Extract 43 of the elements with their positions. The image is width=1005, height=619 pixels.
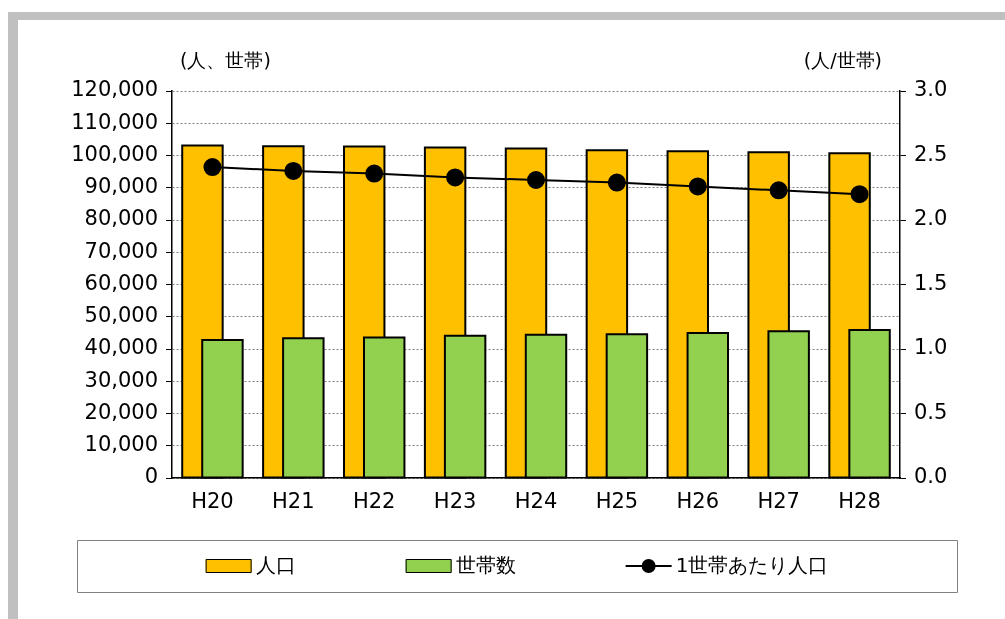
point	[284, 161, 303, 180]
y2-tick-label: 1.5	[914, 270, 948, 295]
x-tick-label: H23	[433, 489, 477, 514]
x-tick-label: H22	[352, 489, 396, 514]
y-tick-label: 90,000	[84, 174, 158, 199]
y2-tick-label: 3.0	[914, 77, 948, 102]
y-tick-label: 100,000	[71, 141, 158, 166]
x-tick-label: H24	[514, 489, 558, 514]
y-tick-label: 50,000	[84, 303, 158, 328]
legend-label: 1世帯あたり人口	[675, 553, 829, 578]
y-axis-title: (人、世帯)	[180, 49, 271, 72]
y2-tick-label: 0.0	[914, 464, 948, 489]
y2-tick-label: 2.5	[914, 141, 948, 166]
point	[365, 164, 384, 183]
point	[446, 168, 465, 187]
y-tick-label: 0	[144, 464, 158, 489]
y-tick-label: 80,000	[84, 206, 158, 231]
x-tick-label: H27	[757, 489, 800, 514]
y-tick-label: 10,000	[84, 432, 158, 457]
point	[527, 171, 545, 190]
y2-axis-title: (人/世帯)	[803, 49, 882, 72]
x-tick-label: H28	[838, 489, 881, 514]
y-tick-label: 20,000	[84, 399, 158, 424]
y-tick-label: 60,000	[84, 270, 158, 295]
y2-tick-label: 0.5	[914, 399, 948, 424]
point	[607, 173, 626, 192]
x-tick-label: H26	[676, 489, 720, 514]
y-tick-label: 70,000	[84, 238, 158, 263]
y-tick-label: 30,000	[84, 367, 158, 392]
x-tick-label: H20	[191, 489, 234, 514]
point	[769, 181, 788, 200]
y-tick-label: 120,000	[71, 77, 158, 102]
y2-tick-label: 1.0	[914, 335, 948, 360]
legend-label: 人口	[255, 553, 296, 578]
legend-label: 世帯数	[455, 553, 516, 578]
point	[203, 158, 222, 177]
y2-tick-label: 2.0	[914, 206, 948, 231]
y-tick-label: 40,000	[84, 335, 158, 360]
point	[688, 177, 707, 196]
x-tick-label: H21	[272, 489, 315, 514]
point	[850, 185, 869, 204]
x-tick-label: H25	[595, 489, 639, 514]
y-tick-label: 110,000	[71, 109, 158, 134]
